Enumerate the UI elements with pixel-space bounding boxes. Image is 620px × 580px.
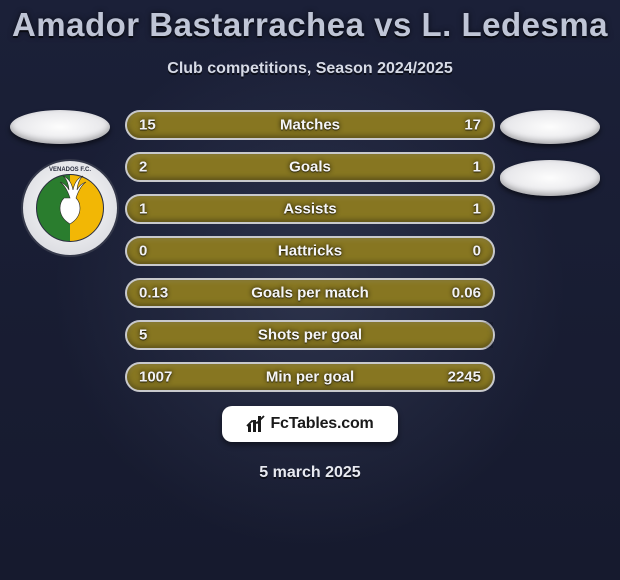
stat-pill: 15 17 Matches xyxy=(125,110,495,140)
snapshot-date: 5 march 2025 xyxy=(0,464,620,482)
stat-value-right: 1 xyxy=(473,159,481,176)
stat-value-left: 1007 xyxy=(139,369,172,386)
stat-value-right: 0 xyxy=(473,243,481,260)
venados-badge-icon: VENADOS F.C. xyxy=(20,158,120,258)
stat-pill: 5 Shots per goal xyxy=(125,320,495,350)
player-left-avatar-slot xyxy=(10,110,110,144)
stat-value-left: 15 xyxy=(139,117,156,134)
player-right-avatar-slot-1 xyxy=(500,110,600,144)
stat-pill-stack: 15 17 Matches 2 1 Goals 1 1 Assists 0 0 Hattricks 0.… xyxy=(125,110,495,392)
comparison-body: VENADOS F.C. 15 17 Matches 2 1 Goals 1 1 Assists… xyxy=(0,110,620,392)
player-right-avatar-slot-2 xyxy=(500,160,600,196)
stat-label: Min per goal xyxy=(266,369,354,386)
stat-value-left: 0.13 xyxy=(139,285,168,302)
page-subtitle: Club competitions, Season 2024/2025 xyxy=(0,60,620,78)
stat-pill: 2 1 Goals xyxy=(125,152,495,182)
svg-text:VENADOS F.C.: VENADOS F.C. xyxy=(49,167,91,173)
stat-value-right: 2245 xyxy=(448,369,481,386)
stat-value-left: 1 xyxy=(139,201,147,218)
stat-label: Shots per goal xyxy=(258,327,362,344)
stat-label: Hattricks xyxy=(278,243,342,260)
stat-label: Goals per match xyxy=(251,285,369,302)
stat-share-left xyxy=(127,154,372,180)
brand-badge: FcTables.com xyxy=(222,406,398,442)
stat-pill: 0.13 0.06 Goals per match xyxy=(125,278,495,308)
stat-value-right: 17 xyxy=(464,117,481,134)
stat-value-left: 5 xyxy=(139,327,147,344)
brand-text: FcTables.com xyxy=(270,415,373,433)
stat-share-right xyxy=(310,196,493,222)
chart-icon xyxy=(246,414,266,434)
club-badge-left: VENADOS F.C. xyxy=(20,158,120,258)
stat-pill: 1 1 Assists xyxy=(125,194,495,224)
stat-label: Matches xyxy=(280,117,340,134)
stat-label: Assists xyxy=(283,201,336,218)
stat-pill: 1007 2245 Min per goal xyxy=(125,362,495,392)
stat-value-left: 2 xyxy=(139,159,147,176)
stat-value-right: 0.06 xyxy=(452,285,481,302)
stat-pill: 0 0 Hattricks xyxy=(125,236,495,266)
stat-value-left: 0 xyxy=(139,243,147,260)
stat-label: Goals xyxy=(289,159,331,176)
stat-value-right: 1 xyxy=(473,201,481,218)
page-title: Amador Bastarrachea vs L. Ledesma xyxy=(0,6,620,44)
